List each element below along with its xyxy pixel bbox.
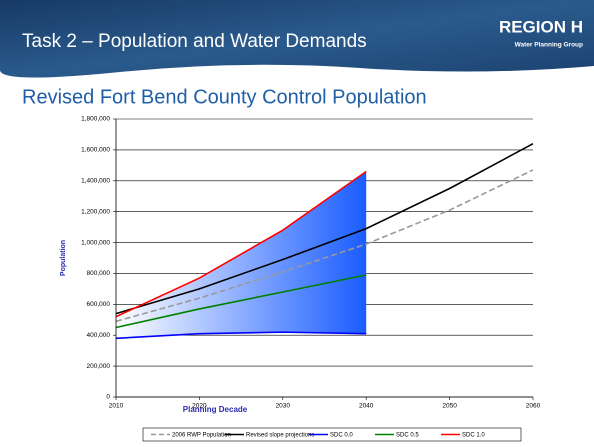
y-axis-label: Population <box>60 240 67 276</box>
chart-title: Revised Fort Bend County Control Populat… <box>22 86 427 108</box>
header-title: Task 2 – Population and Water Demands <box>22 31 367 52</box>
legend-label: SDC 1.0 <box>462 432 485 438</box>
y-tick-label: 200,000 <box>87 363 111 370</box>
x-tick-label: 2040 <box>359 403 374 410</box>
logo-sub: Water Planning Group <box>515 42 583 49</box>
y-tick-label: 1,200,000 <box>81 208 110 215</box>
y-tick-label: 1,000,000 <box>81 239 110 246</box>
legend-label: Revised slope projections <box>246 432 314 438</box>
x-tick-label: 2050 <box>442 403 457 410</box>
x-tick-label: 2020 <box>192 403 207 410</box>
logo-main: REGION H <box>499 17 583 36</box>
series-line <box>115 331 367 340</box>
x-tick-label: 2030 <box>276 403 291 410</box>
legend-label: SDC 0.5 <box>396 432 419 438</box>
y-tick-label: 600,000 <box>87 301 111 308</box>
y-tick-label: 400,000 <box>87 332 111 339</box>
series-line <box>115 274 367 329</box>
legend-label: SDC 0.0 <box>330 432 353 438</box>
series-line <box>115 169 534 323</box>
y-tick-label: 800,000 <box>87 270 111 277</box>
y-tick-label: 0 <box>106 394 110 401</box>
header-band <box>0 0 594 78</box>
series-line <box>115 170 367 318</box>
y-tick-label: 1,400,000 <box>81 177 110 184</box>
y-tick-label: 1,600,000 <box>81 147 110 154</box>
x-tick-label: 2060 <box>526 403 541 410</box>
legend-box <box>142 427 522 442</box>
y-tick-label: 1,800,000 <box>81 116 110 123</box>
series-line <box>115 143 534 315</box>
x-tick-label: 2010 <box>109 403 124 410</box>
legend-label: 2006 RWP Population <box>172 432 231 438</box>
x-axis-label: Planning Decade <box>183 405 248 414</box>
